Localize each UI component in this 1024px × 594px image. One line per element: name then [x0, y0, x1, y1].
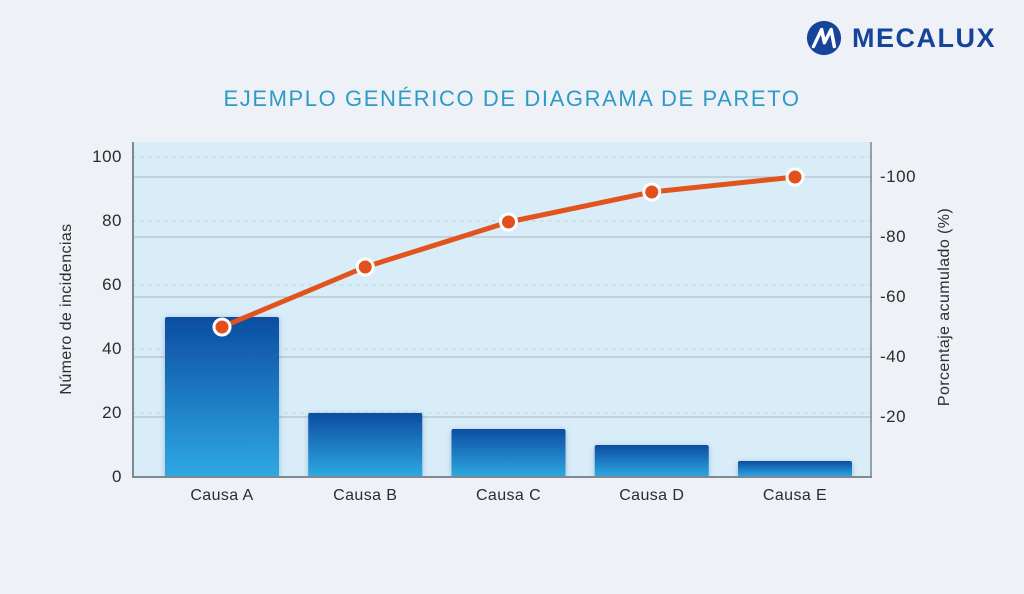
y-right-tick: -100	[880, 167, 917, 186]
bar-causa-a	[165, 317, 279, 477]
y-axis-label-left: Número de incidencias	[58, 223, 75, 395]
line-marker-5	[785, 167, 805, 187]
y-left-tick: 80	[102, 211, 122, 230]
bar-causa-d	[594, 445, 709, 477]
chart-canvas	[132, 142, 872, 478]
x-category-label: Causa C	[475, 487, 542, 504]
chart-title: EJEMPLO GENÉRICO DE DIAGRAMA DE PARETO	[223, 86, 801, 111]
x-category-label: Causa E	[762, 487, 828, 504]
line-marker-2	[355, 257, 375, 277]
y-right-tick: -80	[880, 227, 907, 246]
x-category-label: Causa A	[190, 487, 254, 504]
bar-causa-c	[451, 429, 566, 477]
y-left-tick: 60	[102, 275, 122, 294]
bar-causa-b	[308, 413, 423, 477]
bar-causa-e	[738, 461, 852, 477]
line-marker-4	[642, 182, 662, 202]
y-left-tick: 100	[92, 147, 122, 166]
line-marker-3	[499, 212, 518, 232]
line-marker-1	[212, 317, 232, 337]
x-category-label: Causa D	[619, 487, 685, 504]
y-right-tick: -40	[880, 347, 907, 366]
y-right-tick: -20	[880, 407, 907, 426]
y-right-tick: -60	[880, 287, 907, 306]
mecalux-wordmark: MECALUX	[852, 22, 996, 53]
mecalux-logo: MECALUX	[805, 19, 996, 57]
mecalux-logo-icon	[806, 20, 842, 56]
y-left-tick: 0	[112, 467, 122, 486]
x-category-label: Causa B	[333, 487, 398, 504]
y-left-tick: 20	[102, 403, 122, 422]
y-left-tick: 40	[102, 339, 122, 358]
